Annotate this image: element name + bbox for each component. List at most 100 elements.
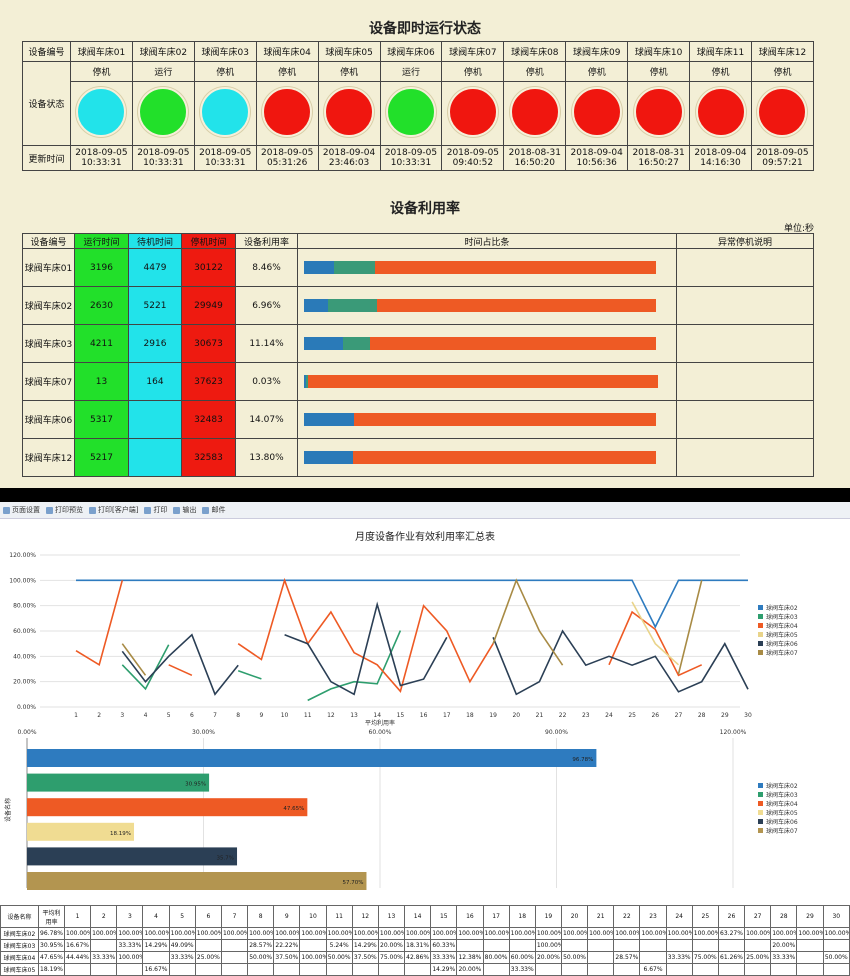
legend-swatch [758,614,763,619]
report-cell [299,939,327,952]
report-header-name: 设备名称 [0,905,39,928]
report-day-header: 2 [90,905,118,928]
x-tick-label: 7 [213,712,217,719]
report-day-header: 28 [770,905,798,928]
util-device-name: 球阀车床01 [22,248,75,287]
report-cell [273,963,301,976]
report-cell: 60.33% [430,939,458,952]
legend-swatch [758,819,763,824]
run-time: 13 [74,362,129,401]
legend-label: 球阀车床07 [766,649,798,657]
report-day-header: 8 [247,905,275,928]
x-tick-label: 11 [304,712,312,719]
report-cell [613,939,641,952]
util-header: 运行时间 [74,233,129,249]
device-state: 停机 [565,61,629,82]
x-tick-label: 28 [698,712,706,719]
toolbar-button[interactable]: 输出 [173,505,196,515]
legend-label: 球阀车床05 [766,809,798,817]
report-header-avg: 平均利用率 [38,905,65,928]
report-cell: 50.00% [560,951,589,964]
report-day-header: 26 [717,905,746,928]
report-cell: 100.00% [299,927,327,940]
legend-label: 球阀车床02 [766,604,798,612]
legend-swatch [758,828,763,833]
report-table: 设备名称 平均利用率 1 2 3 4 5 6 7 8 9 10 11 12 13 14 15 16 17 18 19… [0,905,850,976]
report-cell: 33.33% [168,951,196,964]
ratio-bar-cell [297,438,677,477]
report-cell: 100.00% [351,927,379,940]
report-day-header: 17 [482,905,510,928]
status-lamp-icon [509,87,560,137]
report-cell: 100.00% [247,927,275,940]
report-day-header: 3 [116,905,144,928]
legend-label: 球阀车床04 [766,622,798,630]
device-update-time: 2018-08-31 16:50:20 [503,145,567,171]
report-cell: 12.38% [456,951,484,964]
util-device-name: 球阀车床07 [22,362,75,401]
device-lamp-cell [689,81,752,146]
report-cell: 100.00% [665,927,693,940]
report-cell: 20.00% [377,939,406,952]
report-cell [587,963,615,976]
device-lamp-cell [255,81,319,146]
report-cell: 75.00% [691,951,719,964]
device-state: 停机 [255,61,319,82]
toolbar-button[interactable]: 打印 [144,505,167,515]
report-cell: 42.86% [404,951,432,964]
report-day-header: 21 [587,905,615,928]
report-cell: 20.00% [456,963,484,976]
report-cell: 100.00% [325,927,353,940]
y-tick-label: 20.00% [13,679,36,686]
device-update-time: 2018-08-31 16:50:27 [627,145,691,171]
report-cell [194,939,222,952]
bar-value-label: 47.65% [283,806,304,812]
device-lamp-cell [70,81,133,146]
toolbar-button[interactable]: 邮件 [202,505,225,515]
run-time: 4211 [74,324,129,363]
report-cell: 100.00% [273,927,301,940]
report-cell [456,939,484,952]
report-day-header: 19 [534,905,562,928]
report-cell: 100.00% [299,951,327,964]
device-state: 停机 [503,61,567,82]
x-tick-label: 25 [628,712,636,719]
toolbar-button[interactable]: 页面设置 [3,505,40,515]
stop-time: 37623 [181,362,236,401]
status-lamp-icon [633,87,684,137]
x-tick-label: 3 [120,712,124,719]
ratio-stop-segment [370,337,656,350]
device-state: 运行 [131,61,195,82]
toolbar-button[interactable]: 打印预览 [46,505,83,515]
report-cell: 33.33% [90,951,118,964]
status-lamp-icon [385,87,436,137]
report-cell: 49.09% [168,939,196,952]
util-row: 球阀车床07 13 164 37623 0.03% [22,362,814,401]
legend-label: 球阀车床05 [766,631,798,639]
device-lamp-cell [503,81,567,146]
device-name: 球阀车床01 [70,41,133,62]
line-chart: 0.00% 20.00% 40.00% 60.00% 80.00% 100.00% 120.… [9,552,798,719]
report-cell [744,963,772,976]
report-cell: 100.00% [587,927,615,940]
device-update-time: 2018-09-05 09:40:52 [441,145,505,171]
x-tick-label: 27 [675,712,683,719]
abnormal-stop-note [676,362,814,401]
util-title: 设备利用率 [390,201,460,217]
legend-swatch [758,792,763,797]
report-cell [560,963,589,976]
report-cell: 14.29% [430,963,458,976]
report-cell [90,963,118,976]
toolbar-icon [144,506,152,514]
legend-label: 球阀车床04 [766,800,798,808]
standby-time [128,400,182,439]
util-device-name: 球阀车床12 [22,438,75,477]
report-cell: 100.00% [377,927,406,940]
report-cell: 33.33% [665,951,693,964]
toolbar-button[interactable]: 打印[客户端] [89,505,138,515]
report-cell [744,939,772,952]
y-tick-label: 60.00% [13,628,36,635]
bar-y-axis-label: 设备名称 [4,798,12,822]
report-cell: 100.00% [168,927,196,940]
report-cell: 100.00% [116,951,144,964]
